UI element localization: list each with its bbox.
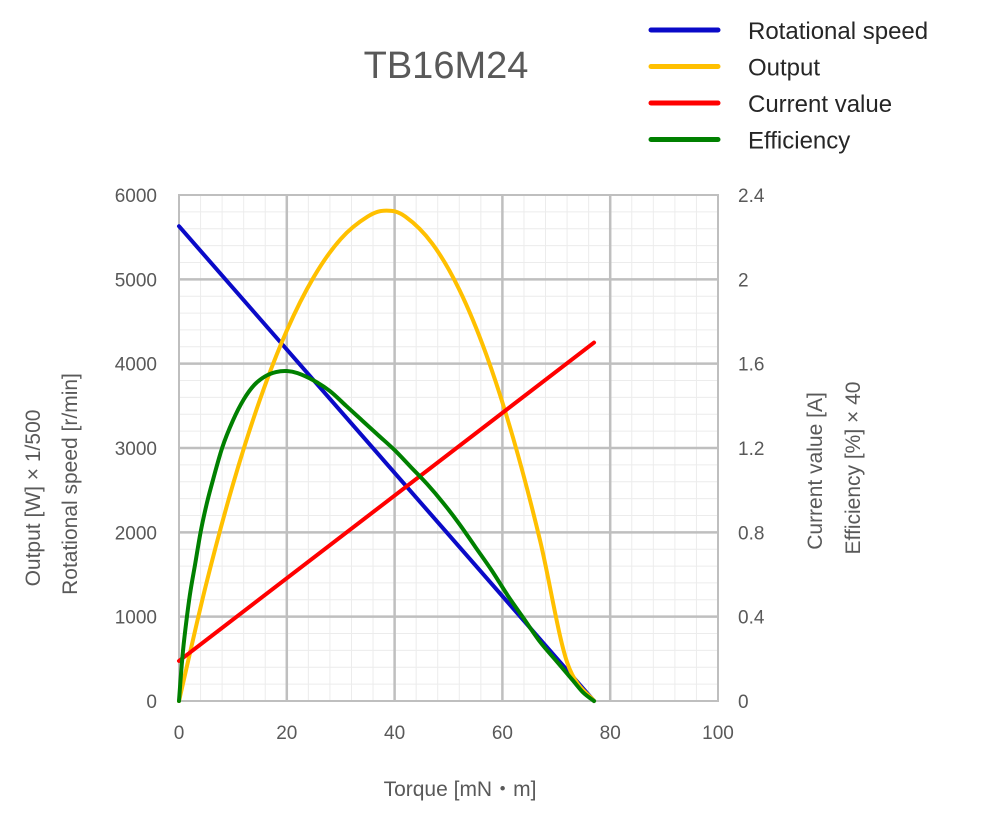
- x-tick-label: 80: [600, 723, 621, 744]
- left-tick-label: 5000: [115, 270, 157, 291]
- series-layer: [177, 208, 597, 703]
- right-tick-label: 1.2: [738, 439, 764, 460]
- left-axis-title-speed: Rotational speed [r/min]: [59, 373, 82, 595]
- left-tick-label: 3000: [115, 439, 157, 460]
- right-axis-title-efficiency: Efficiency [%] × 40: [842, 382, 865, 555]
- chart-title: TB16M24: [364, 45, 529, 87]
- left-axis-title-output: Output [W] × 1/500: [22, 410, 45, 587]
- right-axis-title-current: Current value [A]: [804, 392, 827, 550]
- x-tick-label: 100: [702, 723, 734, 744]
- right-axis-ticks: 0 0.4 0.8 1.2 1.6 2 2.4: [738, 186, 765, 713]
- right-tick-label: 0: [738, 692, 749, 713]
- series-line-current-value: [177, 340, 597, 663]
- legend-label-efficiency: Efficiency: [748, 128, 850, 155]
- legend-label-current-value: Current value: [748, 91, 892, 118]
- right-tick-label: 0.4: [738, 608, 765, 629]
- series-line-efficiency: [177, 369, 597, 703]
- x-axis-title: Torque [mN・m]: [384, 778, 537, 801]
- x-tick-label: 0: [174, 723, 185, 744]
- series-line-output: [177, 208, 597, 703]
- x-axis-ticks: 0 20 40 60 80 100: [174, 723, 734, 744]
- left-tick-label: 2000: [115, 523, 157, 544]
- left-axis-ticks: 0 1000 2000 3000 4000 5000 6000: [115, 186, 157, 713]
- left-tick-label: 1000: [115, 608, 157, 629]
- x-tick-label: 20: [276, 723, 297, 744]
- legend-label-output: Output: [748, 55, 820, 82]
- left-tick-label: 4000: [115, 355, 157, 376]
- x-tick-label: 40: [384, 723, 405, 744]
- right-tick-label: 2.4: [738, 186, 765, 207]
- right-tick-label: 1.6: [738, 355, 764, 376]
- legend-label-rotational-speed: Rotational speed: [748, 18, 928, 45]
- right-tick-label: 2: [738, 270, 749, 291]
- plot-frame: [178, 194, 719, 702]
- x-tick-label: 60: [492, 723, 513, 744]
- left-tick-label: 0: [146, 692, 157, 713]
- legend: Rotational speed Output Current value Effic…: [648, 18, 928, 155]
- left-tick-label: 6000: [115, 186, 157, 207]
- right-tick-label: 0.8: [738, 523, 764, 544]
